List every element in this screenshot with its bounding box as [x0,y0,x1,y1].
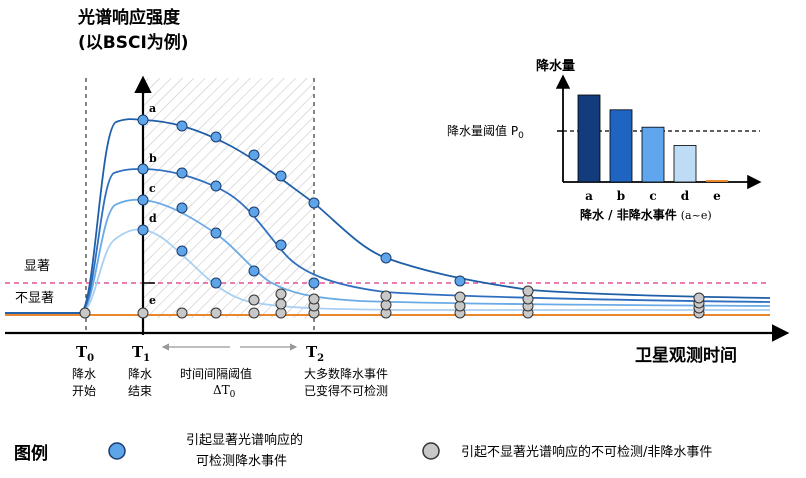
t2-desc-line2: 已变得不可检测 [304,383,388,398]
dot-b-4 [248,206,260,218]
detectable-observation-points [137,114,466,289]
dot-c-4 [248,265,260,277]
curve-label-e: e [149,294,156,307]
inset-bar-c [641,126,665,183]
y-axis-title-line2: (以BSCI为例) [78,32,189,53]
dot-a-8 [454,275,466,287]
dot-b-6 [308,277,320,289]
detection-window-hatch [143,78,314,318]
legend-title: 图例 [14,443,48,464]
inset-xlabel: 降水 / 非降水事件 (a~e) [580,207,712,222]
curve-b [5,168,771,314]
not-significant-label: 不显著 [15,291,54,306]
legend-item1-line2: 可检测降水事件 [196,454,287,469]
dot-d-1 [137,224,149,236]
curve-label-a: a [149,102,156,115]
legend-item1-line1: 引起显著光谱响应的 [186,432,303,448]
inset-bar-e [706,180,728,182]
legend-grey-dot [422,442,440,460]
interval-label-line2: ΔT0 [213,383,236,400]
interval-label-line1: 时间间隔阈值 [180,366,252,381]
dot-b-1 [137,163,149,175]
t1-label: T1 [132,343,150,364]
dot-a-3 [210,131,222,143]
inset-bar-chart: 降水量 降水量阈值 P0 a b c d e 降水 / 非降水事件 (a~e) [447,58,762,222]
curve-label-c: c [149,182,156,195]
dot-b-2 [176,167,188,179]
significant-label: 显著 [24,259,50,274]
dot-a-7 [380,252,392,264]
dot-a-5 [275,170,287,182]
dot-a-4 [248,149,260,161]
dot-c-3 [210,227,222,239]
curve-c [5,198,771,314]
curve-a [5,118,771,314]
t0-label: T0 [76,343,94,364]
inset-bar-label-b: b [617,189,625,203]
dot-a-6 [308,197,320,209]
legend-item2: 引起不显著光谱响应的不可检测/非降水事件 [461,444,712,460]
t0-desc-line2: 开始 [72,384,96,398]
inset-bar-label-e: e [713,189,721,203]
curve-label-b: b [149,152,157,165]
inset-bar-label-c: c [649,189,656,203]
dot-a-2 [176,120,188,132]
dot-b-3 [210,180,222,192]
legend: 图例 引起显著光谱响应的 可检测降水事件 引起不显著光谱响应的不可检测/非降水事… [14,432,712,469]
t2-label: T2 [306,343,324,364]
inset-bar-a [577,94,601,183]
dot-c-1 [137,194,149,206]
inset-bar-b [609,109,633,183]
inset-threshold-label: 降水量阈值 P0 [447,123,524,141]
inset-bar-d [673,145,697,183]
dot-c-2 [176,202,188,214]
dot-d-3 [210,277,222,289]
t1-desc-line2: 结束 [128,384,152,398]
dot-b-5 [275,239,287,251]
undetectable-observation-points [79,285,705,319]
y-axis-title-line1: 光谱响应强度 [77,7,181,28]
x-axis-title: 卫星观测时间 [635,345,737,366]
t0-desc-line1: 降水 [72,367,96,381]
dot-d-2 [176,245,188,257]
t2-desc-line1: 大多数降水事件 [304,366,388,381]
inset-title: 降水量 [536,58,575,74]
curve-label-d: d [149,212,157,225]
legend-blue-dot [108,442,126,460]
dot-a-1 [137,114,149,126]
t1-desc-line1: 降水 [128,367,152,381]
inset-bar-label-d: d [681,189,690,203]
inset-bar-label-a: a [585,189,593,203]
